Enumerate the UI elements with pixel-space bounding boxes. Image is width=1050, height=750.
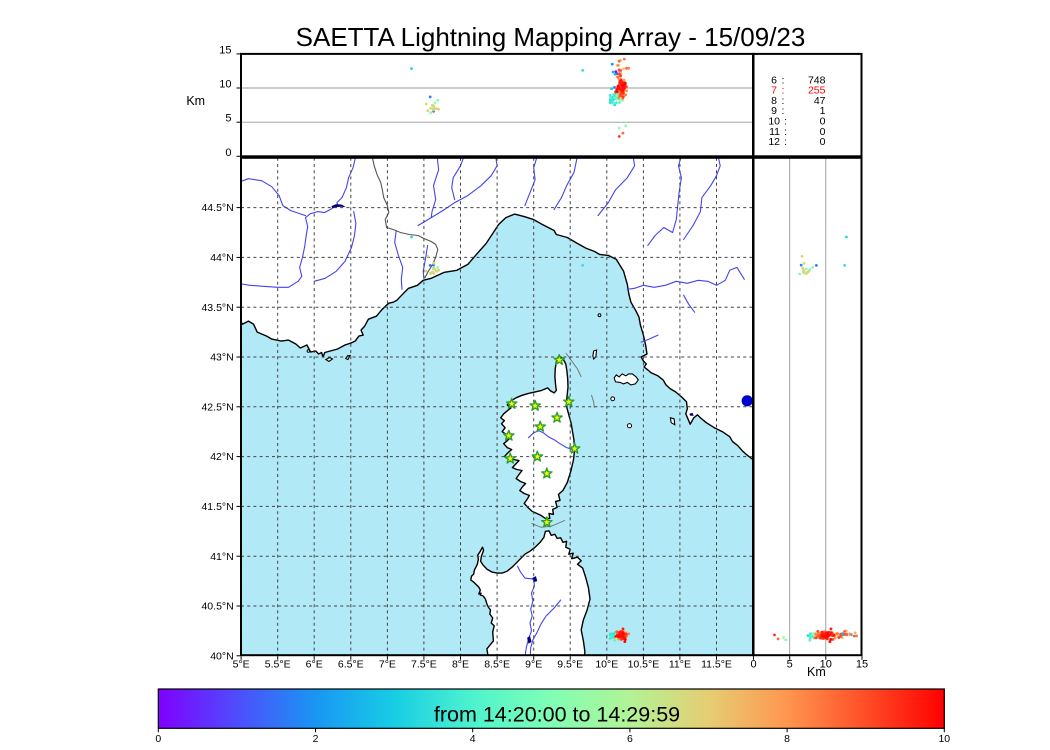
svg-text:SAETTA Lightning Mapping Array: SAETTA Lightning Mapping Array - 15/09/2…: [296, 22, 806, 52]
svg-text:0: 0: [225, 147, 231, 159]
svg-text:0: 0: [155, 733, 161, 745]
svg-text:10: 10: [820, 659, 832, 671]
svg-text:6°E: 6°E: [306, 659, 323, 671]
svg-text::: :: [782, 74, 785, 86]
svg-text::: :: [782, 85, 785, 97]
svg-text:43°N: 43°N: [210, 352, 233, 364]
svg-text::: :: [784, 126, 787, 138]
svg-text:7.5°E: 7.5°E: [411, 659, 437, 671]
svg-text:6: 6: [771, 74, 777, 86]
svg-text:5: 5: [225, 113, 231, 125]
svg-text:44.5°N: 44.5°N: [201, 202, 233, 214]
svg-text:9°E: 9°E: [525, 659, 542, 671]
svg-text:11: 11: [769, 126, 780, 138]
svg-text:44°N: 44°N: [210, 252, 233, 264]
svg-text:Km: Km: [807, 665, 826, 679]
svg-text:15: 15: [219, 44, 231, 56]
svg-text:41°N: 41°N: [210, 551, 233, 563]
svg-text:43.5°N: 43.5°N: [201, 302, 233, 314]
svg-text:41.5°N: 41.5°N: [201, 501, 233, 513]
svg-text:255: 255: [808, 85, 826, 97]
svg-text:Km: Km: [186, 94, 205, 108]
svg-text:5.5°E: 5.5°E: [265, 659, 291, 671]
svg-text::: :: [782, 95, 785, 107]
svg-text:6: 6: [627, 733, 633, 745]
svg-text:0: 0: [750, 659, 756, 671]
svg-text:7: 7: [771, 85, 777, 97]
svg-text:8: 8: [784, 733, 790, 745]
svg-text:10: 10: [938, 733, 950, 745]
svg-text:9: 9: [771, 105, 777, 117]
svg-text:0: 0: [820, 116, 826, 128]
svg-text:42°N: 42°N: [210, 451, 233, 463]
svg-text:0: 0: [820, 136, 826, 148]
svg-text:7°E: 7°E: [379, 659, 396, 671]
svg-text:10: 10: [219, 79, 231, 91]
svg-text:9.5°E: 9.5°E: [557, 659, 583, 671]
svg-text:47: 47: [814, 95, 826, 107]
svg-text::: :: [782, 105, 785, 117]
svg-text:5: 5: [787, 659, 793, 671]
svg-text::: :: [784, 136, 787, 148]
svg-text:11°E: 11°E: [669, 659, 691, 671]
svg-text:40.5°N: 40.5°N: [201, 601, 233, 613]
svg-text:1: 1: [820, 105, 826, 117]
svg-text:10°E: 10°E: [595, 659, 618, 671]
svg-text:10: 10: [768, 116, 780, 128]
svg-text:10.5°E: 10.5°E: [628, 659, 660, 671]
svg-text:0: 0: [820, 126, 826, 138]
svg-text:11.5°E: 11.5°E: [701, 659, 732, 671]
svg-text:40°N: 40°N: [210, 650, 233, 662]
svg-text:42.5°N: 42.5°N: [201, 401, 233, 413]
svg-text:2: 2: [313, 733, 319, 745]
svg-text:from 14:20:00 to 14:29:59: from 14:20:00 to 14:29:59: [434, 703, 680, 727]
svg-text:4: 4: [470, 733, 476, 745]
svg-text:15: 15: [856, 659, 868, 671]
svg-text:5°E: 5°E: [233, 659, 250, 671]
svg-text:12: 12: [768, 136, 780, 148]
svg-text:6.5°E: 6.5°E: [338, 659, 364, 671]
svg-text:8.5°E: 8.5°E: [484, 659, 510, 671]
svg-text::: :: [784, 116, 787, 128]
svg-text:748: 748: [808, 74, 826, 86]
svg-text:8: 8: [771, 95, 777, 107]
svg-text:8°E: 8°E: [452, 659, 469, 671]
